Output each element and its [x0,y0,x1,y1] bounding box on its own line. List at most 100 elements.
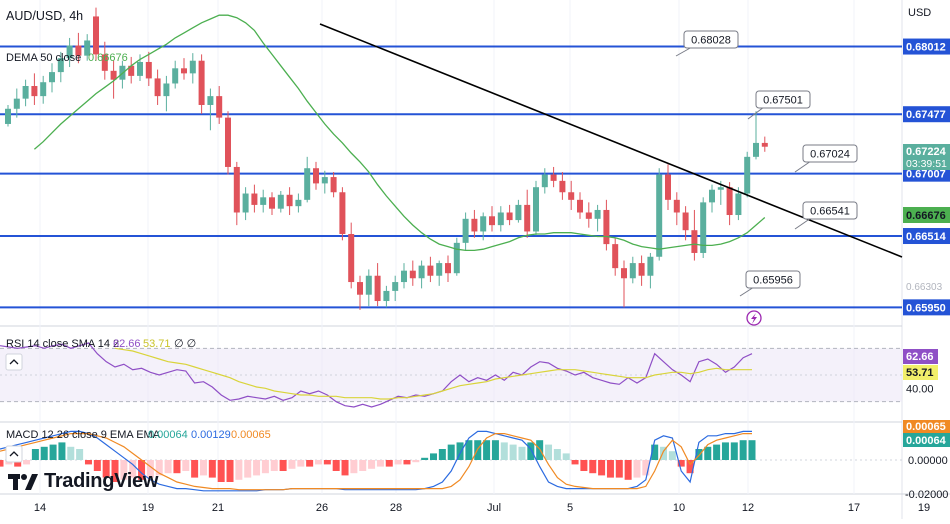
price-callout[interactable]: 0.66541 [794,201,858,230]
candle[interactable] [172,60,179,89]
candle[interactable] [594,204,601,232]
candle[interactable] [57,51,64,83]
candle[interactable] [251,184,258,213]
candle[interactable] [269,192,275,216]
candle[interactable] [471,209,478,238]
candle[interactable] [436,260,443,286]
price-callout[interactable]: 0.67024 [794,144,858,173]
candle[interactable] [181,58,187,80]
candle[interactable] [700,197,707,259]
candle[interactable] [198,54,205,114]
tradingview-logo[interactable]: TradingView [8,470,158,493]
candle[interactable] [233,161,240,226]
candle[interactable] [321,170,328,194]
macd-collapse-icon[interactable] [5,445,23,463]
candle[interactable] [66,37,73,68]
candle[interactable] [462,212,469,251]
candle[interactable] [489,206,495,232]
candle[interactable] [682,206,689,241]
candle[interactable] [392,275,399,302]
candle[interactable] [445,255,451,283]
candle[interactable] [673,192,680,226]
candle[interactable] [533,180,539,236]
candle[interactable] [84,34,91,61]
candle[interactable] [665,164,671,210]
candle[interactable] [515,199,522,223]
candle[interactable] [93,7,99,61]
candle[interactable] [612,237,619,276]
candle[interactable] [541,168,548,194]
candle[interactable] [260,189,267,213]
price-callout[interactable]: 0.67501 [747,90,811,120]
lightning-event-icon[interactable] [746,310,762,326]
candle[interactable] [559,172,566,200]
candle[interactable] [656,168,663,261]
candle[interactable] [638,255,645,286]
candle[interactable] [480,212,487,241]
candle[interactable] [577,192,583,219]
candle[interactable] [383,285,390,308]
candle[interactable] [374,263,381,307]
candle[interactable] [621,260,627,308]
candle[interactable] [128,56,135,84]
candle[interactable] [357,275,363,310]
candle[interactable] [568,180,575,210]
candle[interactable] [295,193,302,213]
candle[interactable] [286,187,293,216]
candle-body [497,212,504,226]
candle[interactable] [453,237,460,276]
candle[interactable] [22,79,29,107]
candle[interactable] [401,263,407,289]
candle[interactable] [753,111,759,160]
candle[interactable] [13,88,20,118]
candle[interactable] [277,190,284,213]
candle[interactable] [5,104,11,127]
candle[interactable] [418,260,425,289]
candle[interactable] [550,166,557,188]
candle[interactable] [101,41,108,80]
macd-histogram-bar [598,460,606,476]
candle[interactable] [603,199,610,251]
price-callout[interactable]: 0.65956 [739,270,801,297]
candle[interactable] [304,156,311,203]
candle[interactable] [339,187,346,241]
candle[interactable] [330,172,337,198]
candle[interactable] [744,151,751,198]
candle[interactable] [75,32,82,64]
candle[interactable] [110,60,117,99]
candle[interactable] [40,75,47,104]
candle[interactable] [242,187,249,221]
rsi-collapse-icon[interactable] [5,353,23,371]
candle[interactable] [216,86,223,124]
key-level-tag-text: 0.68012 [906,42,946,54]
candle[interactable] [348,222,355,289]
candle[interactable] [735,187,742,221]
candle[interactable] [145,51,152,87]
candle[interactable] [761,136,768,152]
candle[interactable] [647,252,654,289]
candle[interactable] [225,111,231,175]
price-callout[interactable]: 0.68028 [675,30,739,57]
candle[interactable] [629,256,636,284]
candle[interactable] [691,209,698,261]
candle[interactable] [49,63,55,93]
candle[interactable] [524,189,531,238]
candle[interactable] [313,161,319,190]
candle[interactable] [154,69,161,105]
candle-body [5,108,11,124]
candle[interactable] [365,269,372,307]
candle[interactable] [726,182,733,226]
candle[interactable] [189,53,196,84]
candle[interactable] [585,202,592,228]
candle[interactable] [709,184,715,213]
candle[interactable] [31,73,38,105]
candle[interactable] [427,256,434,283]
candle[interactable] [497,206,504,232]
candle[interactable] [506,204,513,226]
candle[interactable] [409,260,416,286]
candle[interactable] [163,75,170,112]
candle[interactable] [207,88,214,131]
candle-body [189,60,196,74]
